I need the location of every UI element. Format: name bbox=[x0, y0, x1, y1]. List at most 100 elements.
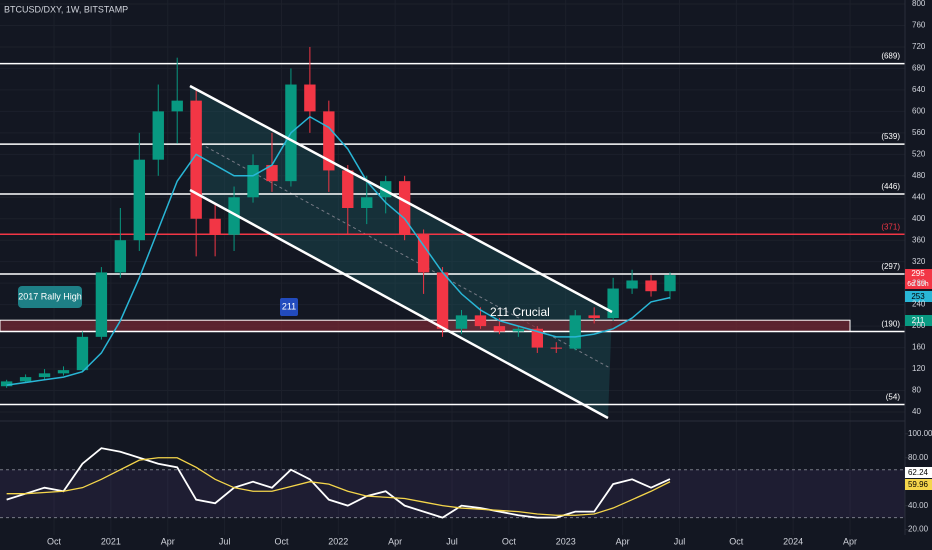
candle-body bbox=[38, 373, 51, 378]
candle-body bbox=[323, 111, 335, 171]
candle-body bbox=[607, 288, 619, 319]
callout-text: 2017 Rally High bbox=[18, 291, 82, 301]
y-tick-label: 600 bbox=[912, 106, 926, 115]
rsi-badge-text: 62.24 bbox=[908, 468, 929, 477]
candle-body bbox=[550, 347, 562, 349]
x-tick-label: Jul bbox=[674, 536, 686, 546]
x-tick-label: Oct bbox=[502, 536, 517, 546]
candle-body bbox=[228, 197, 240, 235]
candle-body bbox=[133, 159, 145, 241]
candle-body bbox=[569, 315, 581, 349]
candle-body bbox=[512, 328, 525, 332]
candle-body bbox=[380, 181, 392, 198]
rsi-band bbox=[0, 469, 905, 518]
rsi-line bbox=[6, 447, 671, 519]
x-tick-label: Jul bbox=[446, 536, 458, 546]
level-label: (689) bbox=[881, 52, 900, 61]
levels: (689) (539) (446) (371) (297) (190) (54) bbox=[0, 52, 905, 406]
candle-body bbox=[209, 218, 221, 235]
y-tick-label: 520 bbox=[912, 149, 926, 158]
y-tick-label: 320 bbox=[912, 257, 926, 266]
candle-body bbox=[531, 328, 543, 348]
candle-body bbox=[398, 181, 411, 235]
candle-body bbox=[95, 272, 108, 337]
candle-body bbox=[417, 234, 430, 273]
x-tick-label: Apr bbox=[161, 536, 175, 546]
y-tick-label: 360 bbox=[912, 235, 926, 244]
x-tick-label: 2023 bbox=[556, 536, 576, 546]
y-tick-label: 120 bbox=[912, 364, 926, 373]
label-text: 211 bbox=[282, 301, 296, 311]
candle-body bbox=[57, 370, 70, 374]
x-tick-label: Oct bbox=[274, 536, 289, 546]
rsi-line bbox=[6, 457, 671, 516]
candle-body bbox=[626, 280, 638, 289]
y-tick-label: 720 bbox=[912, 42, 926, 51]
level-label: (297) bbox=[881, 262, 900, 271]
callout-box bbox=[18, 286, 82, 308]
x-tick-label: Apr bbox=[616, 536, 630, 546]
annotation: 211 Crucial bbox=[490, 305, 550, 319]
ma-badge-text: 253 bbox=[911, 292, 925, 301]
y-tick-label: 40 bbox=[912, 407, 921, 416]
level-label: (446) bbox=[881, 182, 900, 191]
level-label: (54) bbox=[886, 393, 901, 402]
x-tick-label: Apr bbox=[388, 536, 402, 546]
candle-body bbox=[266, 165, 278, 182]
x-tick-label: Apr bbox=[843, 536, 857, 546]
y-tick-label: 240 bbox=[912, 300, 926, 309]
rsi-panel: 100.00 80.00 40.00 20.00 bbox=[0, 429, 932, 534]
candle-body bbox=[171, 100, 183, 112]
rsi-ma-badge-text: 59.96 bbox=[908, 480, 929, 489]
x-tick-label: Jul bbox=[219, 536, 231, 546]
candle-body bbox=[436, 272, 449, 329]
rsi-ma-badge bbox=[905, 479, 932, 490]
channel-mid bbox=[189, 137, 611, 369]
candle-body bbox=[19, 377, 32, 382]
x-tick-label: 2022 bbox=[328, 536, 348, 546]
candle-body bbox=[190, 100, 202, 219]
zone bbox=[0, 319, 851, 332]
x-tick-label: 2024 bbox=[783, 536, 803, 546]
chart-title: BTCUSD/DXY, 1W, BITSTAMP bbox=[4, 4, 128, 14]
candle-body bbox=[474, 315, 487, 327]
candle-body bbox=[455, 315, 468, 329]
ma-line bbox=[6, 115, 671, 386]
y-tick-label: 160 bbox=[912, 343, 926, 352]
level-badge-text: 211 bbox=[912, 316, 925, 325]
candle-body bbox=[152, 111, 164, 160]
price-badge-text: 295 bbox=[911, 269, 925, 278]
price-badge bbox=[905, 269, 932, 289]
channel-upper bbox=[189, 84, 613, 314]
candle-body bbox=[247, 165, 259, 198]
candle-body bbox=[76, 336, 89, 371]
label-box bbox=[280, 298, 298, 316]
y-tick-label: 440 bbox=[912, 192, 926, 201]
y-tick-label: 680 bbox=[912, 64, 926, 73]
candle-body bbox=[588, 315, 600, 319]
rsi-tick-label: 40.00 bbox=[908, 501, 929, 510]
y-tick-label: 760 bbox=[912, 21, 926, 30]
candles bbox=[0, 46, 676, 388]
countdown: 6d 15h bbox=[907, 281, 929, 288]
y-tick-label: 560 bbox=[912, 128, 926, 137]
x-tick-label: 2021 bbox=[101, 536, 121, 546]
channel-lower bbox=[189, 188, 609, 420]
candle-body bbox=[114, 240, 127, 273]
y-tick-label: 80 bbox=[912, 386, 921, 395]
candle-body bbox=[304, 84, 316, 112]
y-tick-label: 200 bbox=[912, 321, 926, 330]
rsi-tick-label: 100.00 bbox=[908, 429, 932, 438]
y-tick-label: 480 bbox=[912, 171, 926, 180]
y-tick-label: 400 bbox=[912, 214, 926, 223]
candle-body bbox=[645, 280, 657, 292]
y-tick-label: 280 bbox=[912, 278, 926, 287]
rsi-tick-label: 20.00 bbox=[908, 525, 929, 534]
x-tick-label: Oct bbox=[729, 536, 744, 546]
candle-body bbox=[342, 170, 354, 208]
candle-body bbox=[664, 275, 676, 292]
x-tick-label: Oct bbox=[47, 536, 62, 546]
rsi-tick-label: 80.00 bbox=[908, 453, 929, 462]
y-tick-label: 640 bbox=[912, 85, 926, 94]
